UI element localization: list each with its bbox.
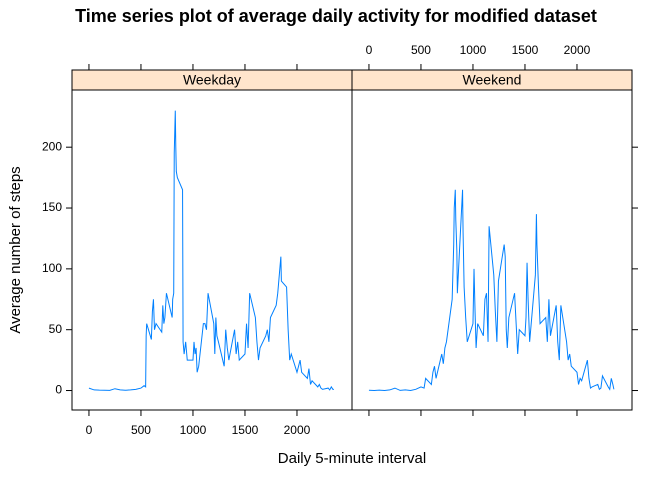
y-tick-label: 200	[42, 139, 62, 153]
data-line	[88, 110, 334, 391]
strip-label: Weekend	[463, 72, 522, 88]
x-tick-label: 2000	[284, 423, 311, 437]
panel-border	[71, 89, 353, 411]
x-tick-label: 0	[366, 43, 373, 57]
x-tick-label: 2000	[564, 43, 591, 57]
y-tick-label: 100	[42, 261, 62, 275]
x-tick-label: 0	[86, 423, 93, 437]
x-tick-label: 1000	[180, 423, 207, 437]
x-tick-label: 1500	[512, 43, 539, 57]
chart-title: Time series plot of average daily activi…	[75, 6, 597, 26]
y-axis-label: Average number of steps	[7, 166, 24, 333]
x-tick-label: 500	[411, 43, 431, 57]
x-tick-label: 1000	[460, 43, 487, 57]
y-tick-label: 0	[55, 383, 62, 397]
x-tick-label: 1500	[232, 423, 259, 437]
y-tick-label: 50	[49, 322, 63, 336]
x-tick-label: 500	[131, 423, 151, 437]
x-axis-label: Daily 5-minute interval	[278, 450, 426, 467]
strip-label: Weekday	[183, 72, 241, 88]
panel-border	[351, 89, 633, 411]
y-tick-label: 150	[42, 200, 62, 214]
data-line	[368, 189, 615, 392]
